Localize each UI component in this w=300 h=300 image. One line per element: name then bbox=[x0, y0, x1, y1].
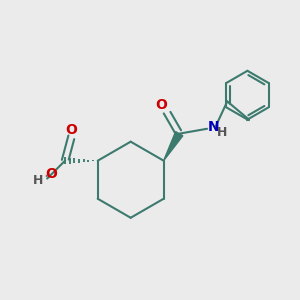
Polygon shape bbox=[164, 132, 183, 161]
Text: O: O bbox=[155, 98, 167, 112]
Text: ·: · bbox=[43, 168, 48, 186]
Text: H: H bbox=[217, 126, 227, 140]
Text: N: N bbox=[208, 120, 219, 134]
Text: O: O bbox=[66, 123, 77, 137]
Text: O: O bbox=[45, 167, 57, 181]
Text: H: H bbox=[33, 174, 44, 187]
